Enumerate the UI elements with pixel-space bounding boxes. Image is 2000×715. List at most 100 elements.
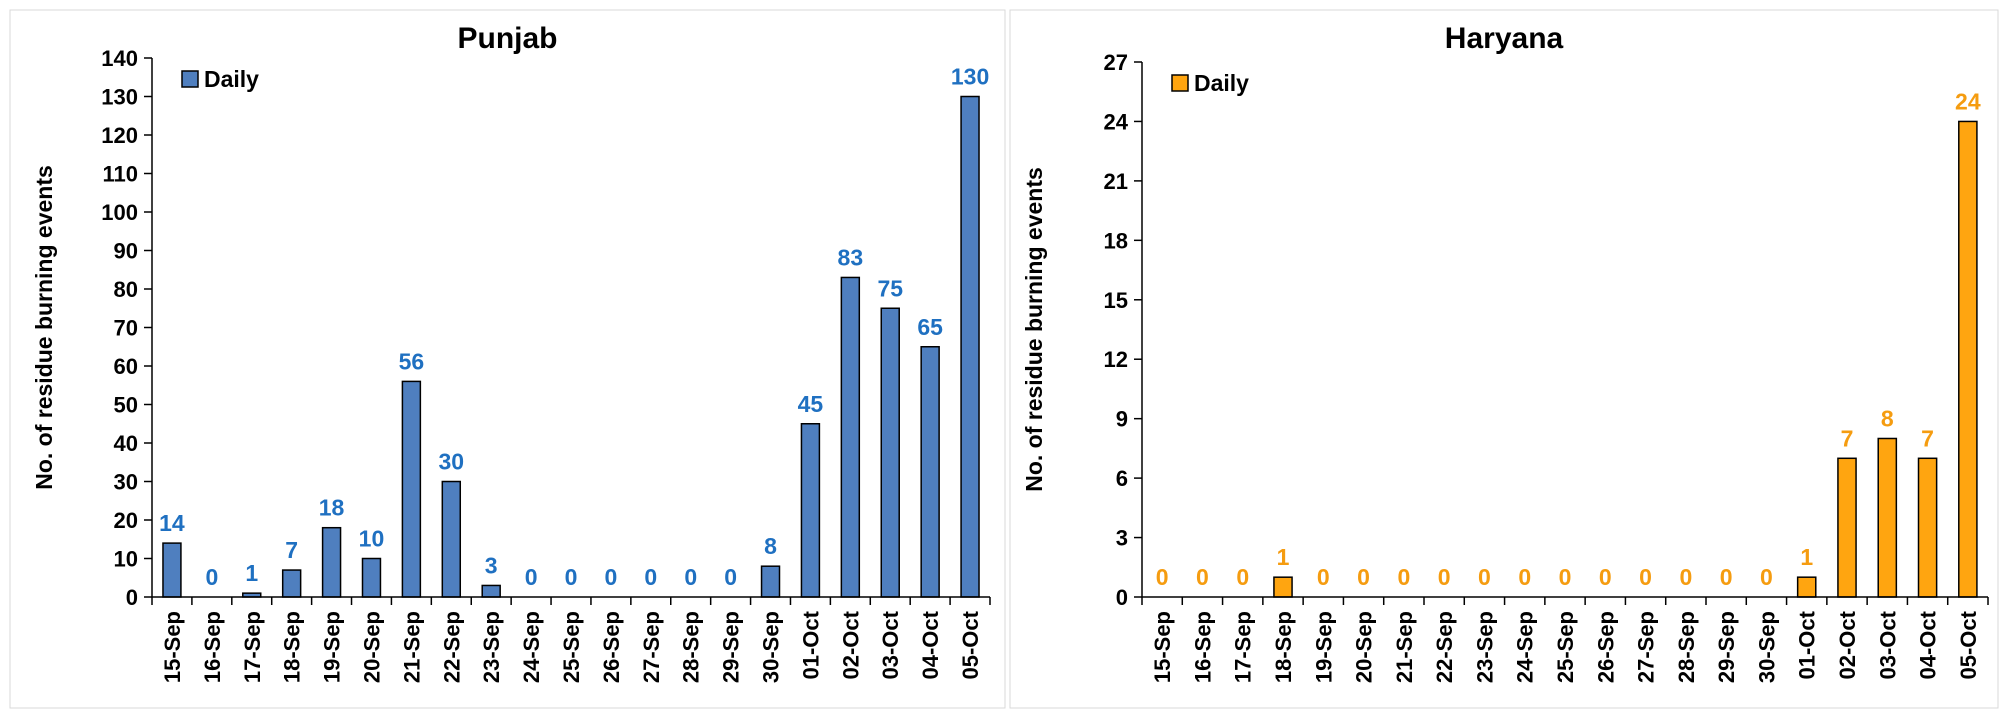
x-tick-label: 30-Sep	[1754, 611, 1779, 683]
data-label: 130	[951, 64, 989, 90]
data-label: 1	[1277, 544, 1290, 570]
y-tick-label: 24	[1104, 109, 1129, 134]
data-label: 75	[877, 275, 903, 301]
bar	[1917, 457, 1938, 598]
data-label: 65	[917, 314, 943, 340]
y-tick-label: 120	[101, 123, 138, 148]
x-tick-label: 18-Sep	[280, 611, 305, 683]
legend-swatch	[1171, 74, 1189, 92]
x-tick-label: 30-Sep	[759, 611, 784, 683]
data-label: 0	[1397, 564, 1410, 590]
data-label: 18	[319, 495, 345, 521]
data-label: 0	[684, 564, 697, 590]
data-label: 7	[1921, 425, 1934, 451]
y-tick-label: 70	[114, 316, 138, 341]
bar	[361, 557, 382, 598]
x-tick-label: 17-Sep	[240, 611, 265, 683]
data-label: 1	[1800, 544, 1813, 570]
data-label: 3	[485, 552, 498, 578]
data-label: 0	[1760, 564, 1773, 590]
x-tick-label: 04-Oct	[918, 610, 943, 679]
data-label: 0	[724, 564, 737, 590]
y-tick-label: 21	[1104, 169, 1128, 194]
data-label: 0	[1478, 564, 1491, 590]
y-tick-label: 0	[1116, 585, 1128, 610]
y-tick-label: 0	[126, 585, 138, 610]
legend-label: Daily	[1194, 70, 1249, 96]
data-label: 1	[245, 560, 258, 586]
data-label: 30	[438, 449, 464, 475]
x-tick-label: 25-Sep	[559, 611, 584, 683]
y-tick-label: 140	[101, 46, 138, 71]
x-tick-label: 15-Sep	[160, 611, 185, 683]
data-label: 0	[525, 564, 538, 590]
x-tick-label: 20-Sep	[359, 611, 384, 683]
data-label: 7	[285, 537, 298, 563]
x-tick-label: 02-Oct	[1835, 610, 1860, 679]
bar	[960, 95, 980, 598]
x-tick-label: 20-Sep	[1352, 611, 1377, 683]
data-label: 0	[1639, 564, 1652, 590]
x-tick-label: 19-Sep	[1311, 611, 1336, 683]
data-label: 8	[764, 533, 777, 559]
x-tick-label: 16-Sep	[200, 611, 225, 683]
chart-title: Haryana	[1445, 22, 1564, 55]
y-tick-label: 3	[1116, 526, 1128, 551]
y-tick-label: 6	[1116, 466, 1128, 491]
y-tick-label: 50	[114, 393, 138, 418]
x-tick-label: 28-Sep	[1674, 611, 1699, 683]
bar	[162, 542, 182, 598]
y-tick-label: 40	[114, 431, 138, 456]
x-tick-label: 25-Sep	[1553, 611, 1578, 683]
bar	[401, 380, 422, 598]
x-tick-label: 29-Sep	[1714, 611, 1739, 683]
y-tick-label: 9	[1116, 407, 1128, 432]
y-tick-label: 10	[114, 547, 138, 572]
bar	[1796, 576, 1817, 598]
y-tick-label: 80	[114, 277, 138, 302]
x-tick-label: 15-Sep	[1150, 611, 1175, 683]
x-tick-label: 26-Sep	[599, 611, 624, 683]
data-label: 10	[359, 526, 385, 552]
y-tick-label: 30	[114, 470, 138, 495]
y-tick-label: 20	[114, 508, 138, 533]
y-tick-label: 60	[114, 354, 138, 379]
bar	[880, 307, 900, 598]
y-axis-title: No. of residue burning events	[1021, 167, 1047, 492]
bar	[281, 569, 302, 598]
data-label: 0	[565, 564, 578, 590]
x-tick-label: 22-Sep	[1432, 611, 1457, 683]
x-tick-label: 18-Sep	[1271, 611, 1296, 683]
data-label: 0	[1156, 564, 1169, 590]
x-tick-label: 22-Sep	[439, 611, 464, 683]
data-label: 0	[1357, 564, 1370, 590]
data-label: 45	[798, 391, 824, 417]
x-tick-label: 29-Sep	[719, 611, 744, 683]
data-label: 0	[644, 564, 657, 590]
data-label: 0	[1679, 564, 1692, 590]
legend-swatch	[181, 70, 199, 88]
bar	[920, 346, 940, 598]
data-label: 0	[605, 564, 618, 590]
data-label: 0	[1236, 564, 1249, 590]
x-tick-label: 21-Sep	[399, 611, 424, 683]
bar	[441, 480, 462, 598]
data-label: 56	[399, 348, 425, 374]
panel	[1009, 9, 1999, 709]
chart-title: Punjab	[457, 22, 557, 55]
y-tick-label: 130	[101, 85, 138, 110]
data-label: 8	[1881, 405, 1894, 431]
x-tick-label: 23-Sep	[1472, 611, 1497, 683]
bar	[760, 565, 781, 598]
data-label: 0	[1599, 564, 1612, 590]
x-tick-label: 21-Sep	[1392, 611, 1417, 683]
y-tick-label: 100	[101, 200, 138, 225]
x-tick-label: 01-Oct	[798, 610, 823, 679]
bar	[1877, 437, 1898, 598]
x-tick-label: 05-Oct	[958, 610, 983, 679]
y-tick-label: 18	[1104, 228, 1128, 253]
y-tick-label: 15	[1104, 288, 1128, 313]
bar	[1958, 120, 1978, 598]
y-tick-label: 110	[103, 162, 139, 187]
